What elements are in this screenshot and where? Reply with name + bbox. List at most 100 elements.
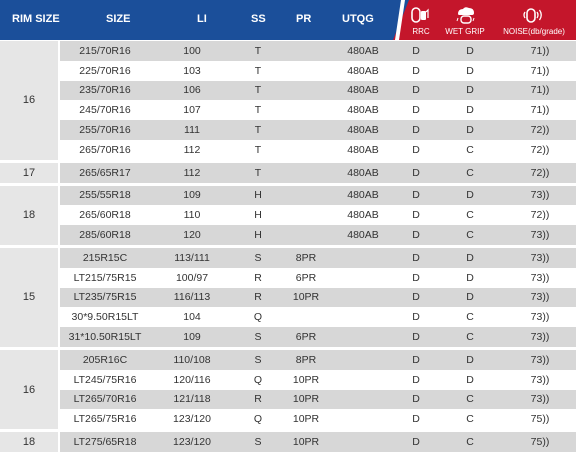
cell-wet: D (466, 64, 474, 77)
cell-wet: D (466, 291, 474, 304)
cell-utqg: 480AB (347, 209, 379, 222)
header-wet-grip: WET GRIP (445, 27, 485, 36)
cell-utqg: 480AB (347, 189, 379, 202)
cell-li: 109 (183, 189, 201, 202)
tire-spec-table: 16 215/70R16 100 T 480AB D D 71)) 225/70R16 103 T 4… (0, 41, 576, 455)
fuel-pump-tire-icon (411, 7, 429, 23)
table-row: 205R16C 110/108 S 8PR D D 73)) (60, 349, 576, 370)
table-row: LT235/75R15 116/113 R 10PR D D 73)) (60, 287, 576, 308)
cell-li: 100/97 (175, 271, 209, 284)
cell-rrc: D (412, 291, 420, 304)
cell-wet: D (466, 353, 474, 366)
rim-size-cell: 17 (0, 162, 58, 183)
cell-wet: C (466, 229, 474, 242)
cell-pr: 6PR (295, 331, 317, 344)
cell-noise: 72)) (530, 209, 550, 222)
rain-tire-icon (456, 7, 475, 24)
cell-wet: C (466, 166, 474, 179)
header-separator (395, 0, 405, 40)
cell-wet: C (466, 143, 474, 156)
cell-noise: 75)) (530, 436, 550, 449)
cell-rrc: D (412, 311, 420, 324)
cell-size: LT245/75R16 (73, 373, 137, 386)
table-row: 31*10.50R15LT 109 S 6PR D C 73)) (60, 327, 576, 347)
cell-noise: 71)) (530, 84, 550, 97)
cell-size: 31*10.50R15LT (68, 331, 142, 344)
cell-noise: 73)) (530, 353, 550, 366)
cell-li: 112 (183, 143, 201, 156)
cell-rrc: D (412, 124, 420, 137)
table-row: 215R15C 113/111 S 8PR D D 73)) (60, 247, 576, 268)
cell-pr: 10PR (292, 413, 320, 426)
cell-li: 107 (183, 104, 201, 117)
cell-noise: 73)) (530, 291, 550, 304)
cell-utqg: 480AB (347, 84, 379, 97)
cell-size: LT235/75R15 (73, 291, 137, 304)
cell-rrc: D (412, 353, 420, 366)
cell-size: 255/55R18 (79, 189, 131, 202)
cell-ss: T (254, 104, 262, 117)
cell-ss: H (254, 189, 262, 202)
header-utqg: UTQG (342, 13, 374, 25)
header-li: LI (197, 13, 207, 25)
cell-rrc: D (412, 209, 420, 222)
cell-li: 104 (183, 311, 201, 324)
cell-wet: D (466, 84, 474, 97)
cell-rrc: D (412, 166, 420, 179)
cell-rrc: D (412, 271, 420, 284)
cell-size: 265/70R16 (79, 143, 131, 156)
cell-utqg: 480AB (347, 229, 379, 242)
cell-li: 123/120 (173, 413, 211, 426)
table-row: 225/70R16 103 T 480AB D D 71)) (60, 61, 576, 81)
cell-li: 116/113 (173, 291, 211, 304)
cell-li: 112 (183, 166, 201, 179)
cell-size: 205R16C (82, 353, 128, 366)
cell-li: 111 (184, 124, 200, 137)
cell-wet: C (466, 436, 474, 449)
cell-rrc: D (412, 373, 420, 386)
cell-li: 106 (183, 84, 201, 97)
cell-rrc: D (412, 189, 420, 202)
cell-ss: Q (253, 311, 263, 324)
cell-wet: D (466, 271, 474, 284)
cell-ss: R (254, 271, 262, 284)
cell-ss: T (254, 124, 262, 137)
cell-wet: D (466, 189, 474, 202)
cell-rrc: D (412, 436, 420, 449)
cell-size: 265/65R17 (79, 166, 131, 179)
table-row: 255/70R16 111 T 480AB D D 72)) (60, 120, 576, 140)
cell-li: 109 (183, 331, 201, 344)
cell-pr: 10PR (292, 393, 320, 406)
cell-utqg: 480AB (347, 166, 379, 179)
table-row: LT215/75R15 100/97 R 6PR D D 73)) (60, 268, 576, 288)
cell-li: 120/116 (173, 373, 211, 386)
cell-size: 215R15C (82, 251, 128, 264)
cell-rrc: D (412, 143, 420, 156)
cell-ss: S (254, 353, 262, 366)
cell-pr: 8PR (295, 353, 317, 366)
cell-ss: Q (253, 373, 263, 386)
cell-li: 123/120 (173, 436, 211, 449)
cell-wet: C (466, 393, 474, 406)
cell-ss: R (254, 291, 262, 304)
rim-size-cell: 16 (0, 41, 58, 160)
header-blue-band (0, 0, 409, 40)
table-row: 265/60R18 110 H 480AB D C 72)) (60, 205, 576, 225)
cell-noise: 73)) (530, 271, 550, 284)
cell-pr: 8PR (295, 251, 317, 264)
cell-wet: D (466, 44, 474, 57)
table-row: 265/65R17 112 T 480AB D C 72)) (60, 162, 576, 183)
cell-wet: C (466, 413, 474, 426)
table-row: 215/70R16 100 T 480AB D D 71)) (60, 41, 576, 61)
rim-group: 18 255/55R18 109 H 480AB D D 73)) 265/60R18 110 H 4… (0, 185, 576, 245)
rim-group: 16 205R16C 110/108 S 8PR D D 73)) LT245/75R16 120… (0, 349, 576, 430)
cell-size: 285/60R18 (79, 229, 131, 242)
cell-rrc: D (412, 229, 420, 242)
cell-li: 113/111 (174, 251, 210, 264)
cell-ss: H (254, 209, 262, 222)
cell-ss: R (254, 393, 262, 406)
cell-noise: 71)) (530, 64, 550, 77)
rim-size-cell: 18 (0, 432, 58, 452)
cell-wet: D (466, 251, 474, 264)
rim-size-cell: 15 (0, 247, 58, 347)
